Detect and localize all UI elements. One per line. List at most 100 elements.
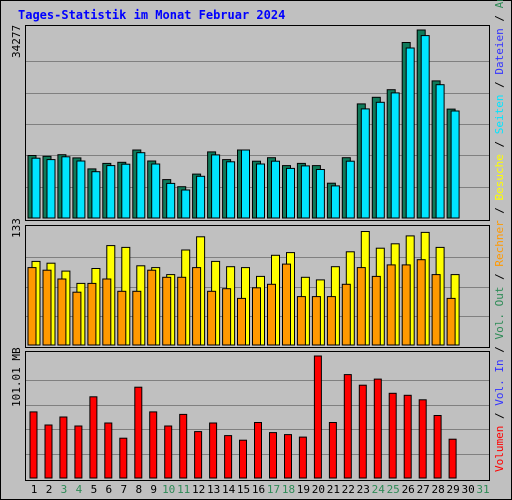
volume-bar-volumen-day-12 — [194, 431, 203, 479]
requests-bar-dateien-day-12 — [196, 175, 206, 219]
volume-bar-volumen-day-25 — [388, 392, 397, 479]
right-legend-item: Vol. Out — [493, 286, 506, 340]
volume-bar-volumen-day-5 — [89, 396, 98, 479]
x-tick-label-day-9: 9 — [150, 483, 157, 496]
visits-bar-rechner-day-26 — [401, 264, 411, 346]
requests-bar-dateien-day-13 — [211, 154, 221, 219]
volume-bar-volumen-day-21 — [328, 422, 337, 479]
x-tick-label-day-19: 19 — [297, 483, 310, 496]
requests-ymax-label: 34277 — [10, 24, 23, 58]
x-tick-label-day-5: 5 — [91, 483, 98, 496]
requests-bar-dateien-day-8 — [136, 152, 146, 219]
requests-bar-dateien-day-18 — [286, 167, 295, 219]
visits-panel — [25, 225, 490, 348]
page-title: Tages-Statistik im Monat Februar 2024 — [18, 8, 286, 22]
visits-ymax-label: 133 — [10, 218, 23, 238]
volume-bar-volumen-day-24 — [373, 378, 382, 479]
x-tick-label-day-18: 18 — [282, 483, 295, 496]
requests-bar-dateien-day-5 — [91, 171, 101, 219]
right-legend-item: / — [493, 74, 506, 95]
right-legend: Volumen / Vol. In / Vol. Out / Rechner /… — [493, 0, 507, 472]
requests-bar-dateien-day-29 — [450, 110, 460, 219]
requests-bar-dateien-day-25 — [390, 92, 400, 219]
volume-bar-volumen-day-20 — [313, 355, 322, 479]
visits-bar-rechner-day-22 — [341, 283, 351, 346]
volume-bar-volumen-day-2 — [44, 424, 53, 479]
requests-bar-dateien-day-11 — [181, 189, 191, 219]
x-tick-label-day-29: 29 — [446, 483, 459, 496]
volume-bar-volumen-day-17 — [269, 432, 277, 479]
x-axis-labels: 1 2 3 4 5 6 7 8 9 10 11 12 13 14 15 16 17 18 19 20 21 22 23 24 2… — [31, 483, 490, 496]
volume-bar-volumen-day-29 — [448, 438, 457, 479]
x-tick-label-day-1: 1 — [31, 483, 38, 496]
visits-bar-rechner-day-18 — [282, 263, 291, 346]
right-legend-item: Rechner — [493, 220, 506, 267]
volume-bar-volumen-day-14 — [224, 435, 233, 479]
panels — [25, 25, 490, 481]
visits-bar-rechner-day-8 — [132, 290, 142, 346]
requests-bar-dateien-day-23 — [360, 108, 370, 219]
visits-bar-rechner-day-2 — [42, 269, 52, 346]
x-tick-label-day-11: 11 — [177, 483, 190, 496]
visits-bar-rechner-day-1 — [27, 267, 37, 346]
x-tick-label-day-7: 7 — [120, 483, 127, 496]
x-tick-label-day-15: 15 — [237, 483, 250, 496]
right-legend-item: / — [493, 200, 506, 221]
volume-bar-volumen-day-15 — [239, 439, 247, 479]
right-legend-item: Anfragen — [493, 0, 506, 8]
x-tick-label-day-25: 25 — [387, 483, 400, 496]
visits-bar-rechner-day-7 — [117, 290, 127, 346]
x-tick-label-day-14: 14 — [222, 483, 236, 496]
right-legend-item: Seiten — [493, 94, 506, 135]
volume-bar-volumen-day-28 — [433, 415, 442, 479]
volume-bar-volumen-day-8 — [134, 386, 143, 479]
visits-bar-rechner-day-19 — [296, 296, 306, 346]
right-legend-item: / — [493, 405, 506, 426]
x-tick-label-day-6: 6 — [105, 483, 112, 496]
x-tick-label-day-4: 4 — [76, 483, 83, 496]
volume-bar-volumen-day-7 — [119, 437, 128, 479]
x-tick-label-day-31: 31 — [476, 483, 489, 496]
right-legend-item: / — [493, 339, 506, 360]
right-legend-item: Besuche — [493, 154, 506, 201]
requests-bar-dateien-day-4 — [76, 160, 86, 219]
x-tick-label-day-8: 8 — [135, 483, 142, 496]
volume-bar-volumen-day-1 — [29, 411, 38, 479]
requests-bar-dateien-day-19 — [300, 165, 310, 219]
x-tick-label-day-27: 27 — [417, 483, 430, 496]
requests-bar-dateien-day-7 — [121, 163, 131, 219]
x-tick-label-day-26: 26 — [402, 483, 415, 496]
visits-bar-rechner-day-24 — [371, 275, 381, 346]
requests-bar-dateien-day-2 — [46, 159, 56, 219]
x-tick-label-day-16: 16 — [252, 483, 265, 496]
requests-bar-dateien-day-3 — [61, 156, 71, 219]
right-legend-item: / — [493, 134, 506, 155]
visits-bar-rechner-day-16 — [252, 287, 261, 346]
requests-bar-dateien-day-10 — [166, 182, 176, 219]
right-legend-item: / — [493, 266, 506, 287]
requests-bar-dateien-day-28 — [435, 84, 445, 219]
visits-bar-rechner-day-27 — [416, 259, 426, 346]
visits-bar-rechner-day-21 — [326, 296, 336, 346]
requests-bar-dateien-day-16 — [256, 163, 265, 219]
visits-bar-rechner-day-14 — [222, 288, 232, 346]
volume-bar-volumen-day-22 — [343, 374, 352, 479]
visits-bar-rechner-day-9 — [147, 269, 157, 346]
volume-panel — [25, 351, 490, 481]
volume-bar-volumen-day-3 — [59, 416, 68, 479]
visits-bar-rechner-day-12 — [192, 267, 202, 346]
x-tick-label-day-21: 21 — [327, 483, 340, 496]
requests-bar-dateien-day-17 — [271, 160, 280, 219]
requests-bar-dateien-day-21 — [330, 185, 340, 219]
visits-bar-rechner-day-28 — [431, 274, 441, 346]
requests-bar-dateien-day-6 — [106, 165, 116, 219]
volume-bar-volumen-day-18 — [284, 434, 292, 479]
requests-bar-dateien-day-27 — [420, 35, 430, 219]
requests-bar-dateien-day-20 — [315, 169, 325, 219]
visits-bar-rechner-day-23 — [356, 267, 366, 346]
visits-bar-rechner-day-20 — [311, 296, 321, 346]
visits-bar-rechner-day-25 — [386, 264, 396, 346]
x-tick-label-day-24: 24 — [372, 483, 386, 496]
requests-bar-dateien-day-22 — [345, 160, 355, 219]
requests-bar-dateien-day-15 — [241, 149, 250, 219]
